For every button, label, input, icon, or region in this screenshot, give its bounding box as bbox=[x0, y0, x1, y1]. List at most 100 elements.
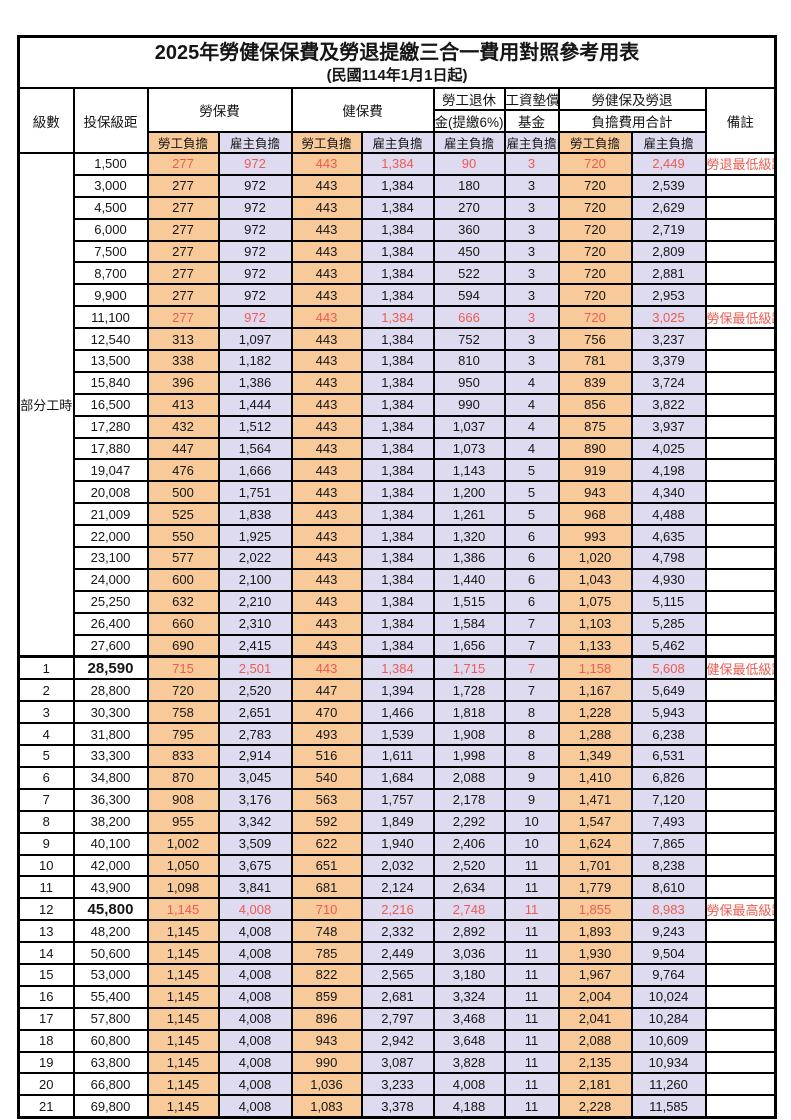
total-employee-cell: 1,288 bbox=[557, 722, 633, 747]
remark-cell bbox=[704, 480, 777, 505]
total-employee-cell: 1,349 bbox=[557, 744, 633, 768]
pension-employer-cell: 1,073 bbox=[432, 436, 506, 461]
table-row: 3 30,300 758 2,651 470 1,466 1,818 8 1,228 5,943 bbox=[17, 700, 777, 725]
labor-employee-cell: 600 bbox=[146, 567, 220, 592]
health-employee-cell: 859 bbox=[290, 984, 363, 1009]
table-row: 21 69,800 1,145 4,008 1,083 3,378 4,188 11 2,228… bbox=[17, 1094, 777, 1119]
total-employee-cell: 2,041 bbox=[557, 1006, 633, 1031]
level-cell: 2 bbox=[17, 678, 75, 703]
table-row: 14 50,600 1,145 4,008 785 2,449 3,036 11 1,930 9,… bbox=[17, 941, 777, 965]
total-employee-cell: 1,701 bbox=[557, 853, 633, 878]
total-employee-cell: 856 bbox=[557, 392, 633, 417]
pension-employer-cell: 3,180 bbox=[432, 962, 506, 987]
pension-employer-cell: 1,728 bbox=[432, 678, 506, 703]
labor-employee-cell: 1,145 bbox=[146, 897, 220, 922]
total-employer-cell: 2,449 bbox=[630, 152, 707, 176]
pension-employer-cell: 1,584 bbox=[432, 611, 506, 636]
total-employee-cell: 720 bbox=[557, 195, 633, 220]
labor-employee-cell: 1,145 bbox=[146, 1072, 220, 1097]
title-row: 2025年勞健保保費及勞退提繳三合一費用對照參考用表 (民國114年1月1日起) bbox=[17, 35, 777, 89]
header-labor-employee: 勞工負擔 bbox=[146, 131, 220, 154]
health-employer-cell: 1,384 bbox=[360, 502, 435, 527]
table-row: 21,009 525 1,838 443 1,384 1,261 5 968 4,488 bbox=[19, 502, 777, 527]
labor-employee-cell: 277 bbox=[146, 152, 220, 176]
table-row: 11 43,900 1,098 3,841 681 2,124 2,634 11 1,779 8,… bbox=[17, 875, 777, 900]
bracket-cell: 24,000 bbox=[72, 567, 149, 592]
health-employer-cell: 1,384 bbox=[360, 633, 435, 659]
remark-cell bbox=[704, 524, 777, 549]
level-cell: 18 bbox=[17, 1028, 75, 1053]
header-wage-fund-employer: 雇主負擔 bbox=[503, 131, 560, 154]
wage-fund-employer-cell: 3 bbox=[503, 305, 560, 330]
wage-fund-employer-cell: 11 bbox=[503, 1072, 560, 1097]
pension-employer-cell: 2,178 bbox=[432, 787, 506, 812]
labor-employee-cell: 277 bbox=[146, 305, 220, 330]
level-cell: 12 bbox=[17, 897, 75, 922]
pension-employer-cell: 1,143 bbox=[432, 458, 506, 483]
labor-employee-cell: 277 bbox=[146, 239, 220, 264]
total-employer-cell: 2,953 bbox=[630, 283, 707, 308]
health-employee-cell: 681 bbox=[290, 875, 363, 900]
header-wage-fund-line2: 基金 bbox=[503, 109, 560, 133]
labor-employee-cell: 1,145 bbox=[146, 1006, 220, 1031]
level-cell: 5 bbox=[17, 744, 75, 768]
labor-employer-cell: 4,008 bbox=[217, 1028, 293, 1053]
pension-employer-cell: 1,386 bbox=[432, 546, 506, 570]
bracket-cell: 3,000 bbox=[72, 173, 149, 198]
total-employer-cell: 6,238 bbox=[630, 722, 707, 747]
labor-employer-cell: 4,008 bbox=[217, 962, 293, 987]
pension-employer-cell: 2,892 bbox=[432, 919, 506, 944]
table-row: 8 38,200 955 3,342 592 1,849 2,292 10 1,547 7,493 bbox=[17, 809, 777, 834]
header-health-employer: 雇主負擔 bbox=[360, 131, 435, 154]
header-labor-fee: 勞保費 bbox=[146, 87, 293, 133]
table-row: 17,880 447 1,564 443 1,384 1,073 4 890 4,025 bbox=[19, 436, 777, 461]
table-row: 19,047 476 1,666 443 1,384 1,143 5 919 4,198 bbox=[19, 458, 777, 483]
health-employer-cell: 2,032 bbox=[360, 853, 435, 878]
wage-fund-employer-cell: 6 bbox=[503, 546, 560, 570]
level-cell: 21 bbox=[17, 1094, 75, 1119]
total-employer-cell: 3,724 bbox=[630, 370, 707, 395]
remark-cell bbox=[704, 1006, 777, 1031]
table-row: 27,600 690 2,415 443 1,384 1,656 7 1,133 5,462 bbox=[19, 633, 777, 659]
wage-fund-employer-cell: 3 bbox=[503, 239, 560, 264]
remark-cell: 勞退最低級距 bbox=[704, 152, 777, 176]
health-employer-cell: 1,384 bbox=[360, 327, 435, 352]
level-cell: 15 bbox=[17, 962, 75, 987]
total-employer-cell: 7,493 bbox=[630, 809, 707, 834]
total-employee-cell: 781 bbox=[557, 349, 633, 373]
total-employer-cell: 4,198 bbox=[630, 458, 707, 483]
level-cell: 17 bbox=[17, 1006, 75, 1031]
labor-employee-cell: 833 bbox=[146, 744, 220, 768]
labor-employee-cell: 758 bbox=[146, 700, 220, 725]
header-labor-employer: 雇主負擔 bbox=[217, 131, 293, 154]
total-employee-cell: 720 bbox=[557, 152, 633, 176]
total-employer-cell: 5,115 bbox=[630, 589, 707, 614]
health-employer-cell: 1,384 bbox=[360, 458, 435, 483]
labor-employer-cell: 2,783 bbox=[217, 722, 293, 747]
health-employer-cell: 1,384 bbox=[360, 261, 435, 286]
remark-cell bbox=[704, 919, 777, 944]
labor-employee-cell: 715 bbox=[146, 655, 220, 681]
table-row: 6 34,800 870 3,045 540 1,684 2,088 9 1,410 6,826 bbox=[17, 765, 777, 790]
remark-cell bbox=[704, 941, 777, 965]
wage-fund-employer-cell: 11 bbox=[503, 897, 560, 922]
labor-employer-cell: 4,008 bbox=[217, 1006, 293, 1031]
labor-employee-cell: 955 bbox=[146, 809, 220, 834]
pension-employer-cell: 360 bbox=[432, 217, 506, 242]
labor-employee-cell: 1,145 bbox=[146, 962, 220, 987]
wage-fund-employer-cell: 9 bbox=[503, 765, 560, 790]
remark-cell bbox=[704, 173, 777, 198]
table-row: 13 48,200 1,145 4,008 748 2,332 2,892 11 1,893 9,… bbox=[17, 919, 777, 944]
remark-cell bbox=[704, 809, 777, 834]
level-cell: 16 bbox=[17, 984, 75, 1009]
wage-fund-employer-cell: 11 bbox=[503, 875, 560, 900]
wage-fund-employer-cell: 3 bbox=[503, 261, 560, 286]
header-row-1: 級數 投保級距 勞保費 健保費 勞工退休 工資墊償 勞健保及勞退 備註 bbox=[17, 87, 777, 154]
level-cell: 20 bbox=[17, 1072, 75, 1097]
wage-fund-employer-cell: 6 bbox=[503, 589, 560, 614]
health-employee-cell: 443 bbox=[290, 152, 363, 176]
health-employee-cell: 447 bbox=[290, 678, 363, 703]
health-employee-cell: 443 bbox=[290, 392, 363, 417]
